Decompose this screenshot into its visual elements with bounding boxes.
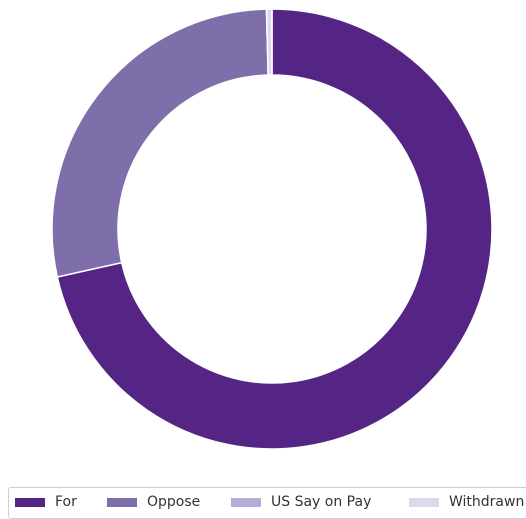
legend-label-us-say-on-pay: US Say on Pay: [271, 494, 372, 510]
donut-slice-for[interactable]: [56, 8, 493, 450]
legend-item-withdrawn[interactable]: Withdrawn: [409, 494, 524, 510]
donut-slice-oppose[interactable]: [51, 8, 269, 278]
legend-swatch-for: [15, 497, 45, 507]
legend-label-oppose: Oppose: [147, 494, 201, 510]
chart-legend: For Oppose US Say on Pay Withdrawn: [8, 487, 526, 519]
donut-chart-svg: [51, 8, 493, 450]
legend-swatch-us-say-on-pay: [231, 497, 261, 507]
legend-swatch-withdrawn: [409, 497, 439, 507]
donut-chart: [51, 8, 493, 450]
legend-swatch-oppose: [107, 497, 137, 507]
legend-item-for[interactable]: For: [15, 494, 77, 510]
legend-item-us-say-on-pay[interactable]: US Say on Pay: [231, 494, 371, 510]
legend-label-withdrawn: Withdrawn: [449, 494, 525, 510]
legend-label-for: For: [55, 494, 77, 510]
donut-slice-withdrawn[interactable]: [265, 8, 273, 76]
legend-item-oppose[interactable]: Oppose: [107, 494, 200, 510]
